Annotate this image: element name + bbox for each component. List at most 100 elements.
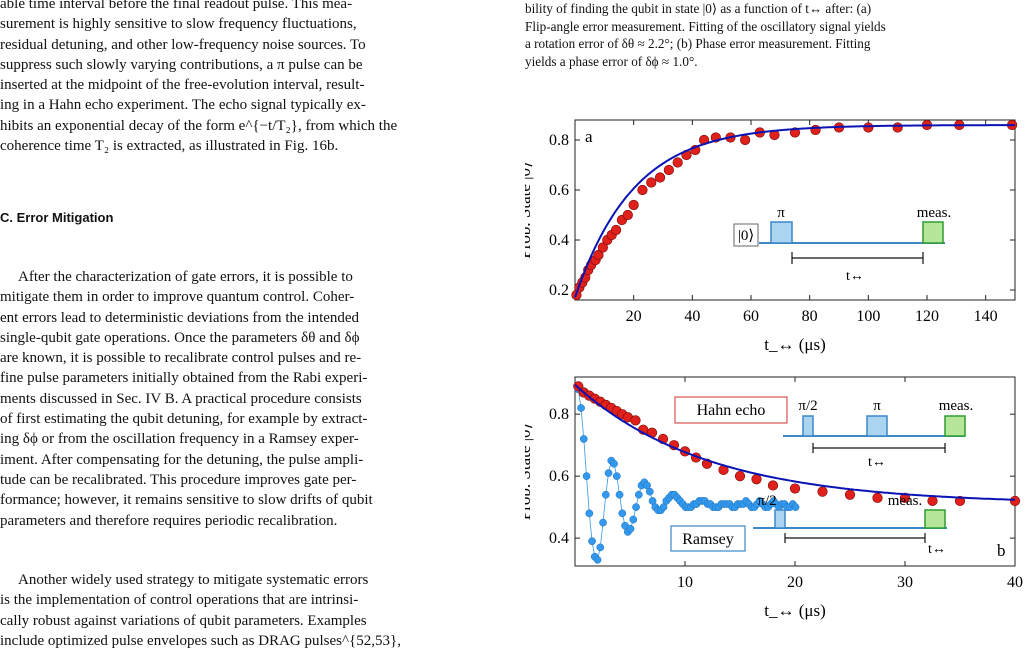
text-line: mitigate them in order to improve quantu… xyxy=(0,289,355,306)
state-box xyxy=(733,223,759,247)
y-axis-label: Prob. State |0⟩ xyxy=(525,161,534,258)
text-line: formance; however, it remains sensitive … xyxy=(0,492,373,509)
echo-point xyxy=(899,492,911,503)
x-axis-label: t_↔ (μs) xyxy=(764,335,826,354)
text-line: coherence time T₂ is extracted, as illus… xyxy=(0,138,339,155)
data-point xyxy=(628,199,639,211)
x-tick-label: 80 xyxy=(802,308,818,325)
text-line: tude can be recalibrated. This procedure… xyxy=(0,471,357,488)
x-tick-label: 40 xyxy=(1007,574,1023,591)
pi-pulse xyxy=(770,221,793,244)
fit-curve xyxy=(574,124,1015,298)
echo-pulse-sequence-inset: π/2 π meas. t↔ xyxy=(783,398,973,470)
data-point xyxy=(740,134,751,146)
ramsey-point xyxy=(634,490,643,499)
ramsey-point xyxy=(629,515,638,524)
ramsey-point xyxy=(610,459,618,468)
ramsey-point xyxy=(615,490,624,499)
echo-point xyxy=(1009,495,1021,507)
panel-a-flip-angle-plot: 20 40 60 80 100 120 140 0.2 0.4 0.6 0.8 t_↔ (μs) Pro… xyxy=(525,119,1018,354)
time-label: t↔ xyxy=(868,455,886,470)
data-point xyxy=(646,177,657,188)
y-tick-label: 0.4 xyxy=(549,232,569,249)
data-point xyxy=(892,122,903,133)
ramsey-point xyxy=(601,490,610,499)
paragraph-error-mitigation: After the characterization of gate error… xyxy=(0,267,496,531)
pi-label: π xyxy=(873,398,881,414)
time-label: t↔ xyxy=(928,542,946,557)
meas-pulse xyxy=(944,415,966,437)
text-line: Another widely used strategy to mitigate… xyxy=(18,572,369,588)
text-line: cally robust against variations of qubit… xyxy=(0,612,367,629)
ramsey-point xyxy=(593,555,602,564)
y-tick-label: 0.8 xyxy=(549,406,569,423)
ramsey-point xyxy=(612,472,621,480)
text-line: ent errors lead to deterministic deviati… xyxy=(0,309,360,326)
paragraph-ramsey-echo: able time interval before the final read… xyxy=(0,0,496,156)
y-tick-label: 0.6 xyxy=(549,182,569,199)
echo-point xyxy=(789,483,801,494)
text-line: ments discussed in Sec. IV B. A practica… xyxy=(0,390,362,407)
x-tick-label: 60 xyxy=(743,308,759,325)
meas-label: meas. xyxy=(917,205,952,221)
x-tick-label: 40 xyxy=(684,308,700,325)
ramsey-point xyxy=(618,509,627,518)
ramsey-point xyxy=(791,503,800,511)
x-axis-label: t_↔ (μs) xyxy=(764,601,826,620)
ramsey-point xyxy=(632,503,640,511)
ramsey-point xyxy=(645,487,654,496)
paragraph-robust-control: Another widely used strategy to mitigate… xyxy=(0,570,496,651)
data-point xyxy=(663,164,674,176)
data-point xyxy=(622,209,633,221)
text-line: residual detuning, and other low-frequen… xyxy=(0,36,366,53)
ramsey-point xyxy=(626,524,635,533)
figure-16: 20 40 60 80 100 120 140 0.2 0.4 0.6 0.8 t_↔ (μs) Pro… xyxy=(525,119,1023,620)
panel-label: b xyxy=(997,541,1006,560)
hahn-echo-legend-box xyxy=(674,396,788,424)
y-tick-label: 0.8 xyxy=(549,132,569,149)
ramsey-legend-box xyxy=(670,525,746,552)
panel-label: a xyxy=(585,127,593,146)
ramsey-point xyxy=(588,537,596,546)
echo-point xyxy=(927,495,938,507)
text-line: iment. After compensating for the detuni… xyxy=(0,451,364,468)
y-axis-label: Prob. State |0⟩ xyxy=(525,423,534,520)
text-line: single-qubit gate operations. Once the p… xyxy=(0,329,360,346)
text-line: are known, it is possible to recalibrate… xyxy=(0,350,362,367)
ramsey-point xyxy=(596,543,605,552)
ramsey-pulse-sequence-inset: π/2 meas. t↔ xyxy=(753,493,947,557)
pi-pulse-label: π xyxy=(777,205,785,221)
hahn-echo-legend: Hahn echo xyxy=(697,402,766,419)
x-tick-label: 100 xyxy=(856,308,880,325)
data-point xyxy=(672,157,683,168)
ramsey-point xyxy=(579,435,588,443)
data-point xyxy=(863,122,874,133)
text-line: inserted at the midpoint of the free-evo… xyxy=(0,77,365,94)
ramsey-point xyxy=(582,472,591,480)
x-tick-label: 10 xyxy=(677,574,693,591)
text-line: suppress such slowly varying contributio… xyxy=(0,56,363,73)
y-tick-label: 0.4 xyxy=(549,530,569,547)
meas-pulse xyxy=(924,509,946,529)
caption-line: Flip-angle error measurement. Fitting of… xyxy=(525,18,886,34)
panel-b-phase-error-plot: 10 20 30 40 0.4 0.6 0.8 t_↔ (μs) Prob. State |0⟩… xyxy=(525,376,1023,620)
meas-pulse xyxy=(922,221,944,244)
text-line: ing δϕ or from the oscillation frequency… xyxy=(0,431,359,448)
ramsey-point xyxy=(599,518,607,527)
caption-line: a rotation error of δθ ≈ 2.2°; (b) Phase… xyxy=(525,36,871,52)
text-line: ing in a Hahn echo experiment. The echo … xyxy=(0,97,366,114)
ramsey-point xyxy=(604,469,613,477)
x-tick-label: 20 xyxy=(787,574,803,591)
ramsey-point xyxy=(577,404,585,412)
state-label: |0⟩ xyxy=(738,228,754,244)
data-point xyxy=(597,242,608,253)
pi-half-label: π/2 xyxy=(798,398,817,414)
text-line: of first estimating the qubit detuning, … xyxy=(0,411,368,428)
pulse-sequence-inset: |0⟩ π meas. t↔ xyxy=(733,205,952,284)
meas-label: meas. xyxy=(888,493,923,509)
text-line: include optimized pulse envelopes such a… xyxy=(0,632,401,649)
text-line: surement is highly sensitive to slow fre… xyxy=(0,16,357,33)
text-line: able time interval before the final read… xyxy=(0,0,353,12)
text-line: hibits an exponential decay of the form … xyxy=(0,117,398,134)
x-tick-label: 120 xyxy=(915,308,939,325)
